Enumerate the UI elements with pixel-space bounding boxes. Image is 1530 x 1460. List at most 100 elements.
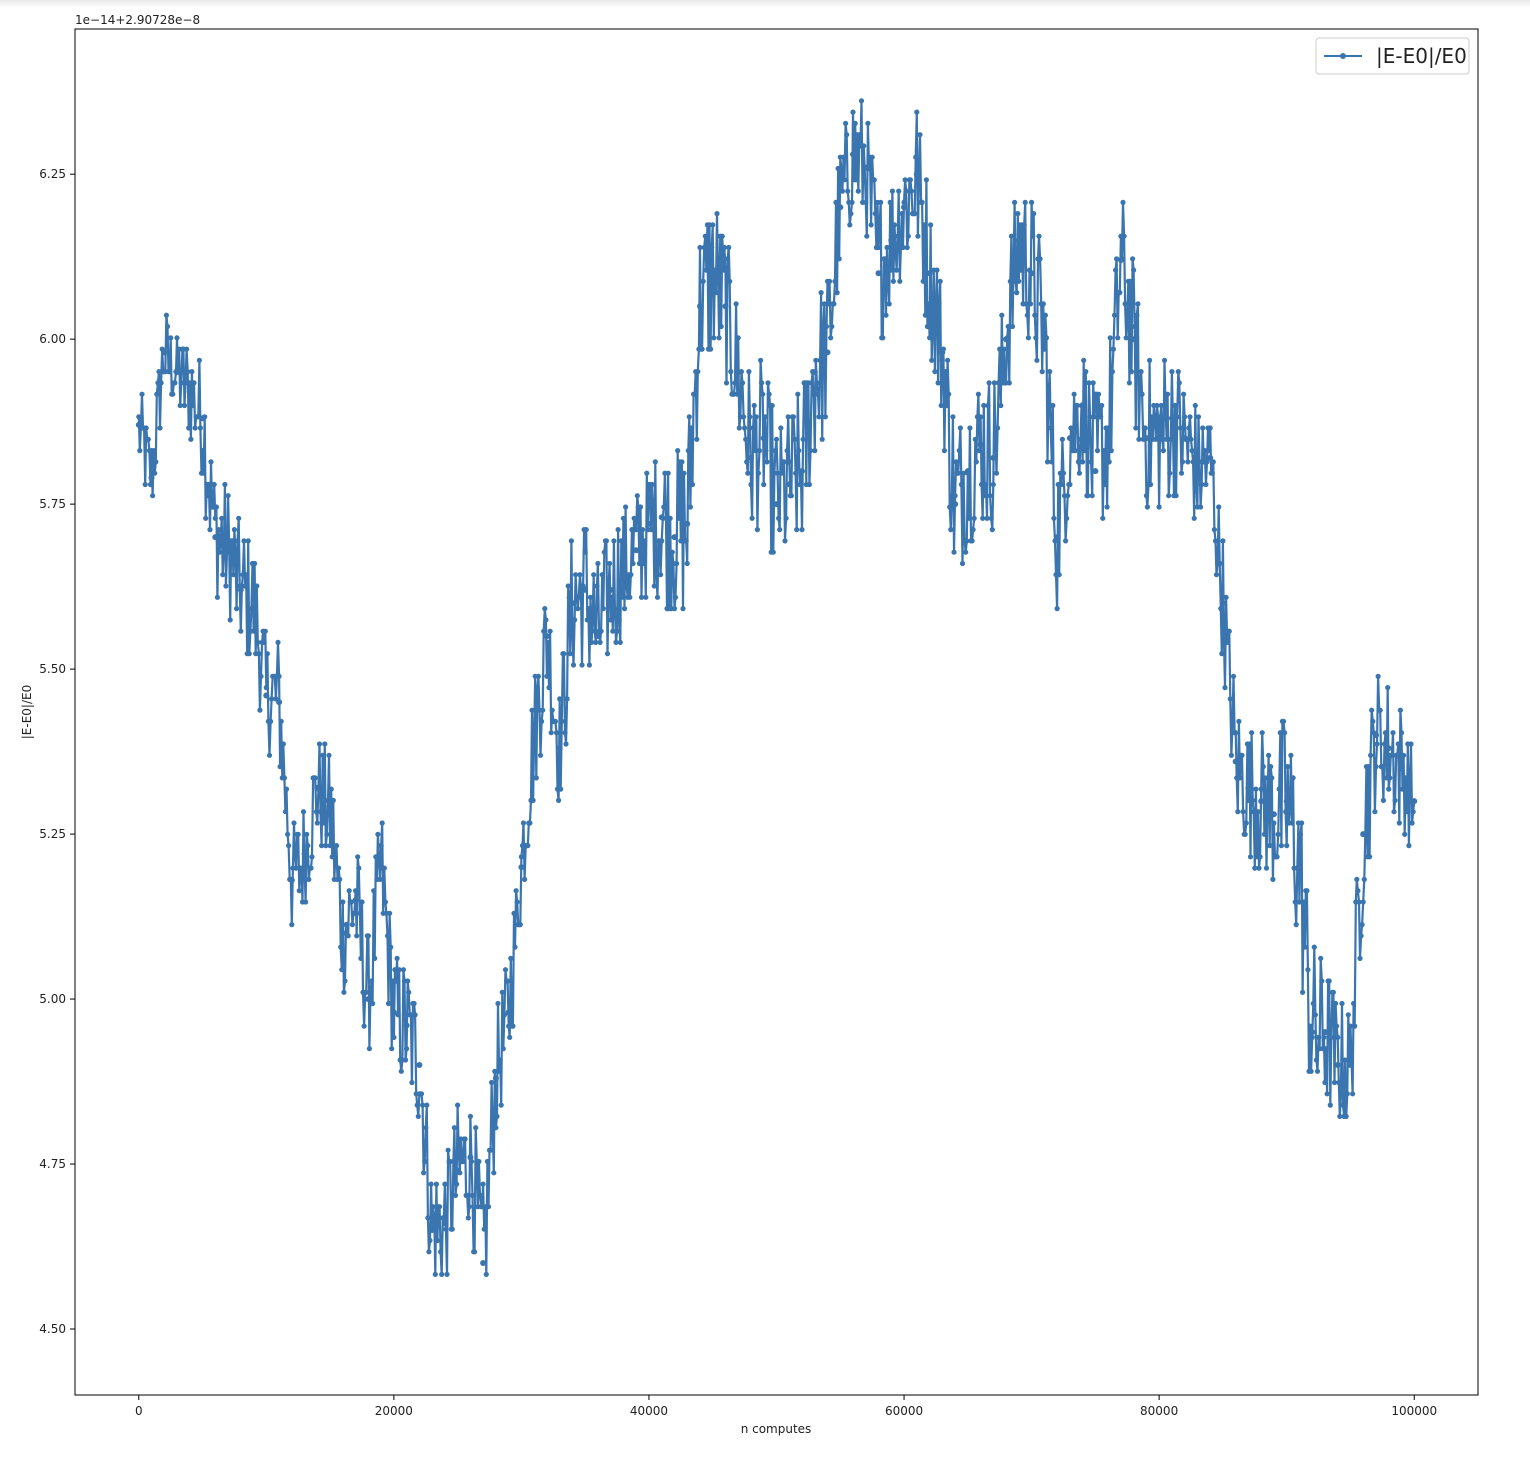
data-point	[1334, 1062, 1341, 1068]
trace-marker	[1285, 764, 1291, 770]
trace-marker	[414, 1102, 420, 1108]
trace-marker	[1357, 955, 1363, 962]
trace-marker	[982, 493, 988, 499]
trace-marker	[597, 639, 603, 646]
trace-marker	[1361, 876, 1367, 883]
trace-marker	[1301, 899, 1307, 905]
trace-marker	[1240, 809, 1246, 815]
trace-marker	[972, 436, 978, 442]
trace-marker	[836, 256, 842, 262]
trace-marker	[345, 933, 351, 939]
trace-marker	[679, 459, 685, 465]
data-point	[1194, 468, 1201, 475]
trace-marker	[553, 730, 560, 736]
trace-marker	[496, 1068, 502, 1074]
trace-marker	[1198, 504, 1204, 510]
trace-marker	[248, 606, 254, 612]
trace-marker	[241, 538, 247, 544]
trace-marker	[779, 470, 785, 476]
data-point	[1028, 270, 1035, 277]
trace-marker	[529, 707, 535, 713]
trace-marker	[719, 233, 725, 239]
trace-marker	[547, 628, 553, 634]
trace-marker	[1392, 797, 1398, 804]
trace-marker	[604, 651, 611, 657]
trace-marker	[897, 278, 903, 284]
trace-marker	[275, 639, 281, 646]
trace-marker	[1036, 233, 1042, 239]
trace-marker	[1370, 718, 1376, 725]
trace-marker	[599, 572, 605, 578]
data-point	[888, 237, 895, 244]
trace-marker	[1380, 797, 1386, 804]
trace-marker	[348, 899, 354, 905]
trace-marker	[451, 1125, 457, 1131]
trace-marker	[896, 188, 902, 194]
trace-marker	[1229, 718, 1236, 725]
trace-marker	[694, 436, 700, 442]
trace-marker	[1408, 741, 1414, 747]
trace-marker	[454, 1181, 460, 1187]
trace-marker	[1390, 730, 1396, 736]
trace-marker	[1230, 673, 1237, 679]
trace-marker	[346, 888, 352, 894]
trace-marker	[472, 1249, 478, 1255]
trace-marker	[1386, 786, 1392, 792]
trace-marker	[1250, 797, 1256, 804]
trace-marker	[403, 1057, 409, 1063]
trace-marker	[849, 199, 855, 205]
trace-marker	[1266, 752, 1272, 758]
trace-marker	[548, 730, 554, 736]
trace-marker	[330, 797, 336, 804]
trace-marker	[917, 132, 923, 138]
trace-marker	[1365, 764, 1372, 770]
trace-marker	[749, 515, 755, 521]
trace-marker	[189, 369, 195, 375]
trace-marker	[1130, 256, 1136, 262]
trace-marker	[778, 425, 784, 431]
data-point	[1015, 237, 1022, 244]
x-axis-label: n computes	[741, 1422, 812, 1436]
trace-marker	[365, 933, 371, 939]
trace-marker	[338, 944, 344, 950]
y-tick-label: 5.25	[39, 827, 66, 841]
trace-marker	[251, 628, 257, 634]
trace-marker	[889, 188, 896, 194]
trace-marker	[1406, 843, 1412, 849]
trace-marker	[1287, 809, 1293, 815]
trace-marker	[185, 369, 191, 375]
data-point	[939, 349, 946, 356]
trace-marker	[1056, 572, 1062, 578]
trace-marker	[323, 843, 329, 849]
trace-marker	[878, 199, 884, 205]
trace-marker	[1300, 989, 1306, 995]
trace-marker	[914, 109, 920, 115]
trace-marker	[995, 425, 1001, 431]
data-point	[594, 633, 601, 640]
trace-marker	[231, 527, 237, 533]
trace-marker	[1210, 459, 1216, 465]
trace-marker	[217, 549, 223, 555]
trace-marker	[766, 391, 772, 397]
trace-marker	[302, 865, 308, 871]
trace-marker	[300, 809, 307, 815]
trace-marker	[760, 391, 766, 397]
trace-marker	[1041, 346, 1047, 352]
data-point	[684, 520, 691, 527]
trace-marker	[432, 1271, 438, 1277]
trace-marker	[382, 899, 388, 905]
trace-marker	[1049, 459, 1055, 465]
trace-marker	[1199, 481, 1205, 488]
trace-marker	[1312, 1012, 1318, 1018]
trace-marker	[243, 572, 249, 578]
data-point	[1066, 435, 1073, 442]
trace-marker	[263, 685, 269, 691]
trace-marker	[908, 188, 915, 194]
trace-marker	[1204, 459, 1210, 465]
trace-marker	[522, 876, 528, 883]
data-point	[352, 897, 359, 904]
trace-marker	[953, 459, 959, 465]
trace-marker	[483, 1271, 489, 1277]
trace-marker	[937, 278, 943, 284]
trace-marker	[942, 369, 949, 375]
